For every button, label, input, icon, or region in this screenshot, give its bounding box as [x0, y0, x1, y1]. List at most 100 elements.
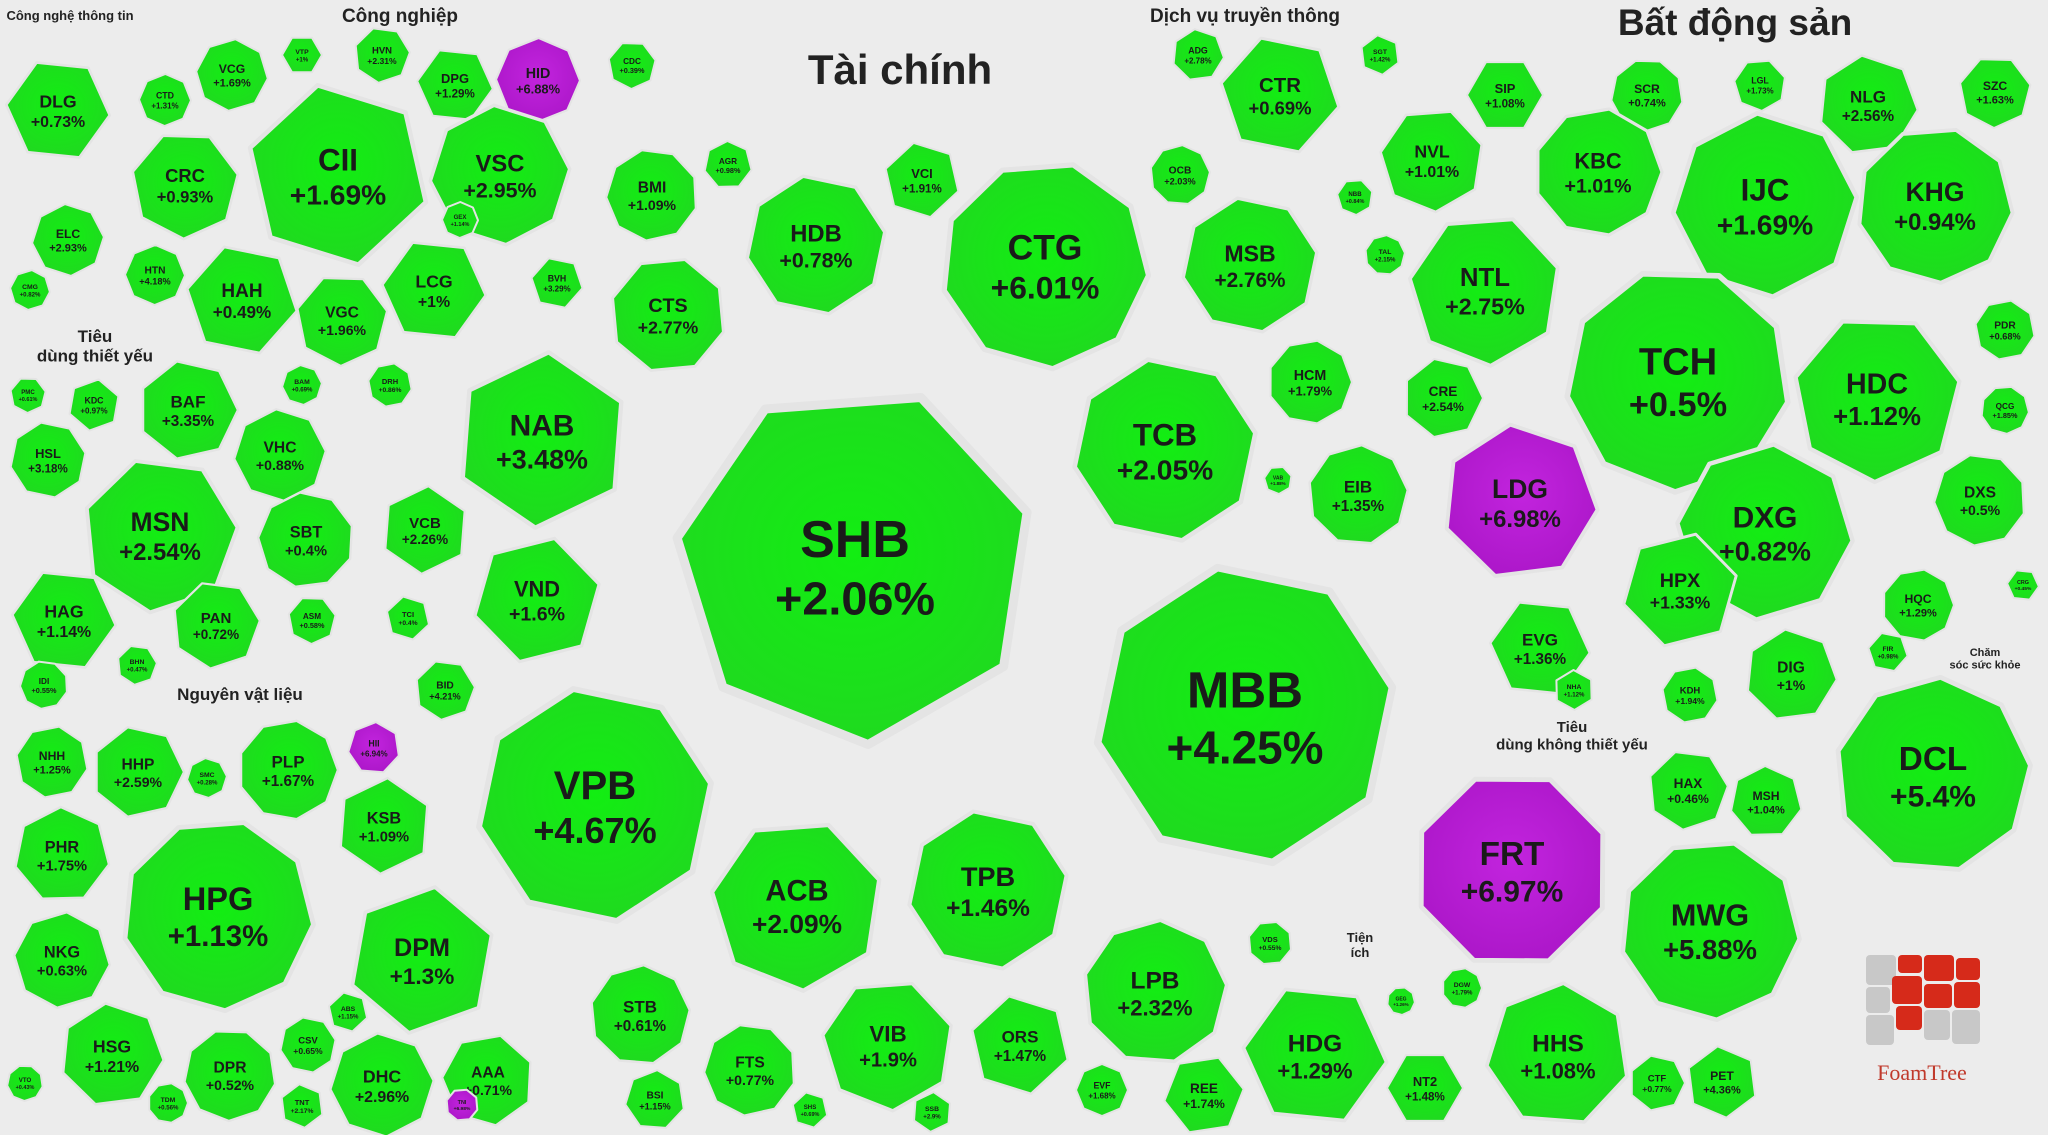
ticker-cell-ssb[interactable] [913, 1091, 951, 1133]
ticker-cell-vds[interactable] [1248, 921, 1292, 965]
ticker-cell-vab[interactable] [1263, 466, 1293, 495]
ticker-cell-mbb[interactable] [1093, 563, 1397, 867]
ticker-cell-ntl[interactable] [1408, 217, 1560, 368]
ticker-cell-bvh[interactable] [530, 257, 584, 309]
ticker-cell-dpr[interactable] [183, 1030, 277, 1123]
ticker-cell-nt2[interactable] [1386, 1054, 1464, 1122]
ticker-cell-ksb[interactable] [339, 776, 429, 876]
ticker-cell-hag[interactable] [11, 571, 117, 669]
ticker-cell-fir[interactable] [1867, 632, 1909, 672]
ticker-cell-cmg[interactable] [9, 269, 51, 311]
ticker-cell-sgt[interactable] [1360, 34, 1400, 76]
ticker-cell-shb[interactable] [672, 393, 1032, 749]
ticker-cell-cre[interactable] [1405, 358, 1484, 438]
ticker-cell-scr[interactable] [1610, 59, 1684, 132]
ticker-cell-hsg[interactable] [61, 1002, 165, 1106]
ticker-cell-baf[interactable] [141, 360, 240, 460]
ticker-cell-dig[interactable] [1746, 628, 1838, 720]
ticker-cell-smc[interactable] [186, 757, 228, 799]
ticker-cell-nha[interactable] [1555, 669, 1593, 711]
ticker-cell-vcb[interactable] [384, 485, 466, 576]
ticker-cell-phr[interactable] [14, 805, 111, 900]
ticker-cell-hah[interactable] [185, 245, 299, 355]
ticker-cell-sip[interactable] [1466, 61, 1544, 129]
ticker-cell-msn[interactable] [84, 459, 240, 615]
ticker-cell-dpm[interactable] [350, 885, 494, 1035]
ticker-cell-vhc[interactable] [233, 408, 327, 502]
ticker-cell-fts[interactable] [702, 1023, 796, 1117]
ticker-cell-khg[interactable] [1857, 127, 2015, 285]
ticker-cell-acb[interactable] [709, 822, 882, 993]
ticker-cell-hdb[interactable] [745, 174, 887, 316]
ticker-cell-bid[interactable] [415, 660, 476, 721]
ticker-cell-hqc[interactable] [1883, 568, 1955, 642]
ticker-cell-qcg[interactable] [1980, 385, 2030, 435]
ticker-cell-lcg[interactable] [380, 241, 488, 339]
ticker-cell-vci[interactable] [884, 141, 960, 219]
ticker-cell-hsl[interactable] [9, 421, 87, 499]
ticker-cell-hcm[interactable] [1269, 339, 1354, 425]
ticker-cell-vto[interactable] [6, 1064, 44, 1102]
ticker-cell-nbb[interactable] [1336, 179, 1374, 216]
ticker-cell-hvn[interactable] [354, 27, 411, 84]
ticker-cell-tci[interactable] [386, 595, 430, 641]
ticker-cell-evf[interactable] [1075, 1063, 1129, 1117]
ticker-cell-kdh[interactable] [1661, 666, 1719, 724]
ticker-cell-eib[interactable] [1308, 443, 1410, 545]
ticker-cell-pdr[interactable] [1974, 299, 2036, 361]
ticker-cell-nkg[interactable] [12, 911, 112, 1009]
ticker-cell-bsi[interactable] [624, 1069, 685, 1129]
ticker-cell-adg[interactable] [1172, 28, 1225, 81]
ticker-cell-ocb[interactable] [1149, 144, 1211, 205]
ticker-cell-cts[interactable] [611, 258, 725, 372]
ticker-cell-nhh[interactable] [15, 725, 89, 799]
ticker-cell-stb[interactable] [590, 963, 692, 1065]
ticker-cell-nab[interactable] [460, 350, 624, 530]
ticker-cell-dhc[interactable] [328, 1031, 436, 1135]
ticker-cell-ctr[interactable] [1219, 36, 1341, 154]
ticker-cell-gex[interactable] [441, 201, 479, 239]
ticker-cell-hdc[interactable] [1793, 319, 1962, 485]
ticker-cell-ctg[interactable] [941, 162, 1152, 372]
ticker-cell-vpb[interactable] [476, 686, 714, 924]
ticker-cell-bmi[interactable] [604, 148, 698, 242]
ticker-cell-vcg[interactable] [195, 38, 269, 112]
ticker-cell-crc[interactable] [131, 134, 240, 241]
ticker-cell-tnt[interactable] [280, 1083, 324, 1129]
ticker-cell-hpg[interactable] [122, 820, 316, 1014]
ticker-cell-tpb[interactable] [907, 809, 1069, 971]
ticker-cell-abs[interactable] [327, 991, 369, 1033]
ticker-cell-nvl[interactable] [1379, 110, 1483, 214]
ticker-cell-hhs[interactable] [1485, 981, 1629, 1124]
ticker-cell-bhn[interactable] [117, 645, 158, 686]
ticker-cell-lgl[interactable] [1733, 59, 1786, 112]
ticker-cell-cdc[interactable] [607, 42, 657, 90]
ticker-cell-hhp[interactable] [95, 726, 186, 818]
ticker-cell-plp[interactable] [239, 719, 340, 821]
ticker-cell-szc[interactable] [1959, 58, 2032, 129]
ticker-cell-frt[interactable] [1418, 776, 1606, 964]
ticker-cell-sbt[interactable] [256, 491, 354, 588]
ticker-cell-cii[interactable] [247, 83, 429, 268]
ticker-cell-ijc[interactable] [1671, 111, 1859, 300]
ticker-cell-kbc[interactable] [1536, 107, 1664, 237]
ticker-cell-agr[interactable] [703, 140, 753, 188]
ticker-cell-bam[interactable] [281, 364, 323, 406]
ticker-cell-lpb[interactable] [1083, 918, 1229, 1064]
ticker-cell-csv[interactable] [279, 1016, 337, 1074]
ticker-cell-hax[interactable] [1649, 751, 1729, 831]
ticker-cell-dxs[interactable] [1932, 453, 2026, 547]
ticker-cell-asm[interactable] [287, 597, 337, 645]
ticker-cell-hpx[interactable] [1622, 532, 1738, 648]
ticker-cell-htn[interactable] [124, 244, 186, 306]
ticker-cell-ldg[interactable] [1444, 422, 1600, 578]
ticker-cell-ree[interactable] [1163, 1056, 1245, 1134]
ticker-cell-ctf[interactable] [1630, 1054, 1686, 1112]
ticker-cell-idi[interactable] [19, 660, 68, 710]
ticker-cell-shs[interactable] [791, 1091, 829, 1129]
ticker-cell-hdg[interactable] [1241, 987, 1389, 1123]
ticker-cell-tal[interactable] [1364, 234, 1406, 276]
ticker-cell-pan[interactable] [173, 582, 261, 670]
ticker-cell-hii[interactable] [347, 721, 400, 774]
ticker-cell-dcl[interactable] [1835, 674, 2033, 872]
